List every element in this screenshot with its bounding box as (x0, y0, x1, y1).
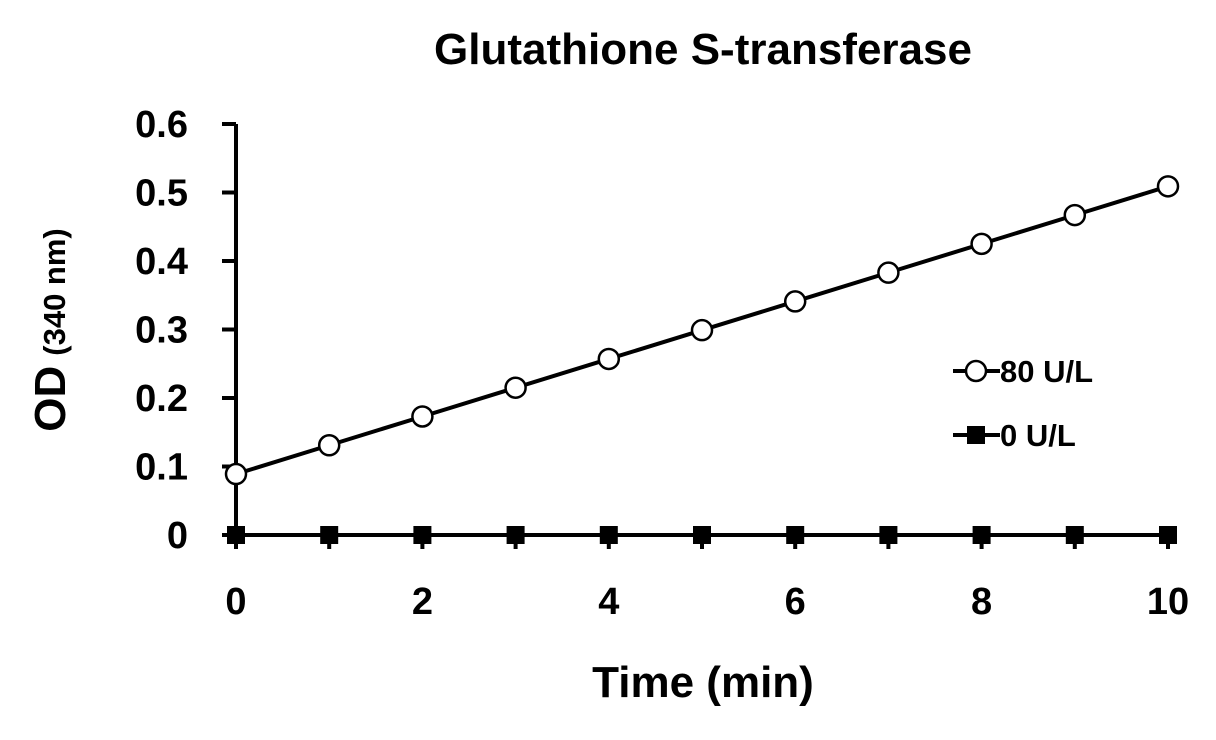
data-point-square (786, 526, 805, 544)
y-tick-label: 0.2 (135, 378, 188, 420)
legend-marker-square (967, 426, 985, 444)
legend-marker-circle (964, 359, 988, 383)
y-tick-label: 0.6 (135, 104, 188, 146)
data-point-circle (317, 434, 341, 457)
legend-label: 80 U/L (1000, 354, 1093, 389)
chart-title: Glutathione S-transferase (434, 25, 972, 74)
data-point-circle (1063, 203, 1087, 227)
data-point-square (599, 526, 618, 544)
y-axis-title-unit: (340 nm) (37, 228, 72, 355)
y-tick-label: 0.1 (135, 447, 188, 489)
data-point-circle (970, 232, 993, 256)
data-point-circle (411, 405, 434, 428)
y-tick-label: 0.5 (135, 173, 188, 215)
data-point-square (227, 526, 245, 544)
y-axis-title-main: OD (26, 366, 75, 432)
data-point-circle (224, 462, 248, 486)
x-tick-label: 4 (598, 581, 619, 623)
x-tick-label: 6 (785, 581, 806, 623)
data-point-square (879, 526, 898, 544)
data-point-square (413, 526, 432, 544)
data-point-square (506, 526, 525, 544)
y-tick-label: 0.3 (135, 310, 188, 352)
data-point-circle (597, 347, 621, 371)
x-axis-title: Time (min) (592, 658, 814, 707)
x-tick-label: 2 (412, 581, 433, 623)
data-point-circle (690, 318, 714, 342)
y-axis-title: OD (340 nm) (26, 228, 75, 431)
data-point-circle (1156, 175, 1180, 198)
legend: 80 U/L 0 U/L (953, 354, 1093, 453)
data-point-square (320, 526, 339, 544)
y-tick-label: 0 (167, 515, 188, 557)
data-point-square (1159, 526, 1177, 544)
data-point-square (972, 526, 991, 544)
data-point-square (1065, 526, 1084, 544)
plot-area: 0 0.1 0.2 0.3 0.4 0.5 0.6 0 2 4 6 8 10 (135, 104, 1189, 623)
x-tick-label: 10 (1147, 581, 1189, 623)
y-tick-label: 0.4 (135, 241, 188, 283)
data-point-circle (504, 376, 527, 399)
x-tick-label: 8 (971, 581, 992, 623)
data-point-circle (877, 261, 900, 284)
legend-label: 0 U/L (1000, 418, 1076, 453)
x-tick-label: 0 (225, 581, 246, 623)
data-point-circle (783, 290, 807, 313)
data-point-square (693, 526, 711, 544)
